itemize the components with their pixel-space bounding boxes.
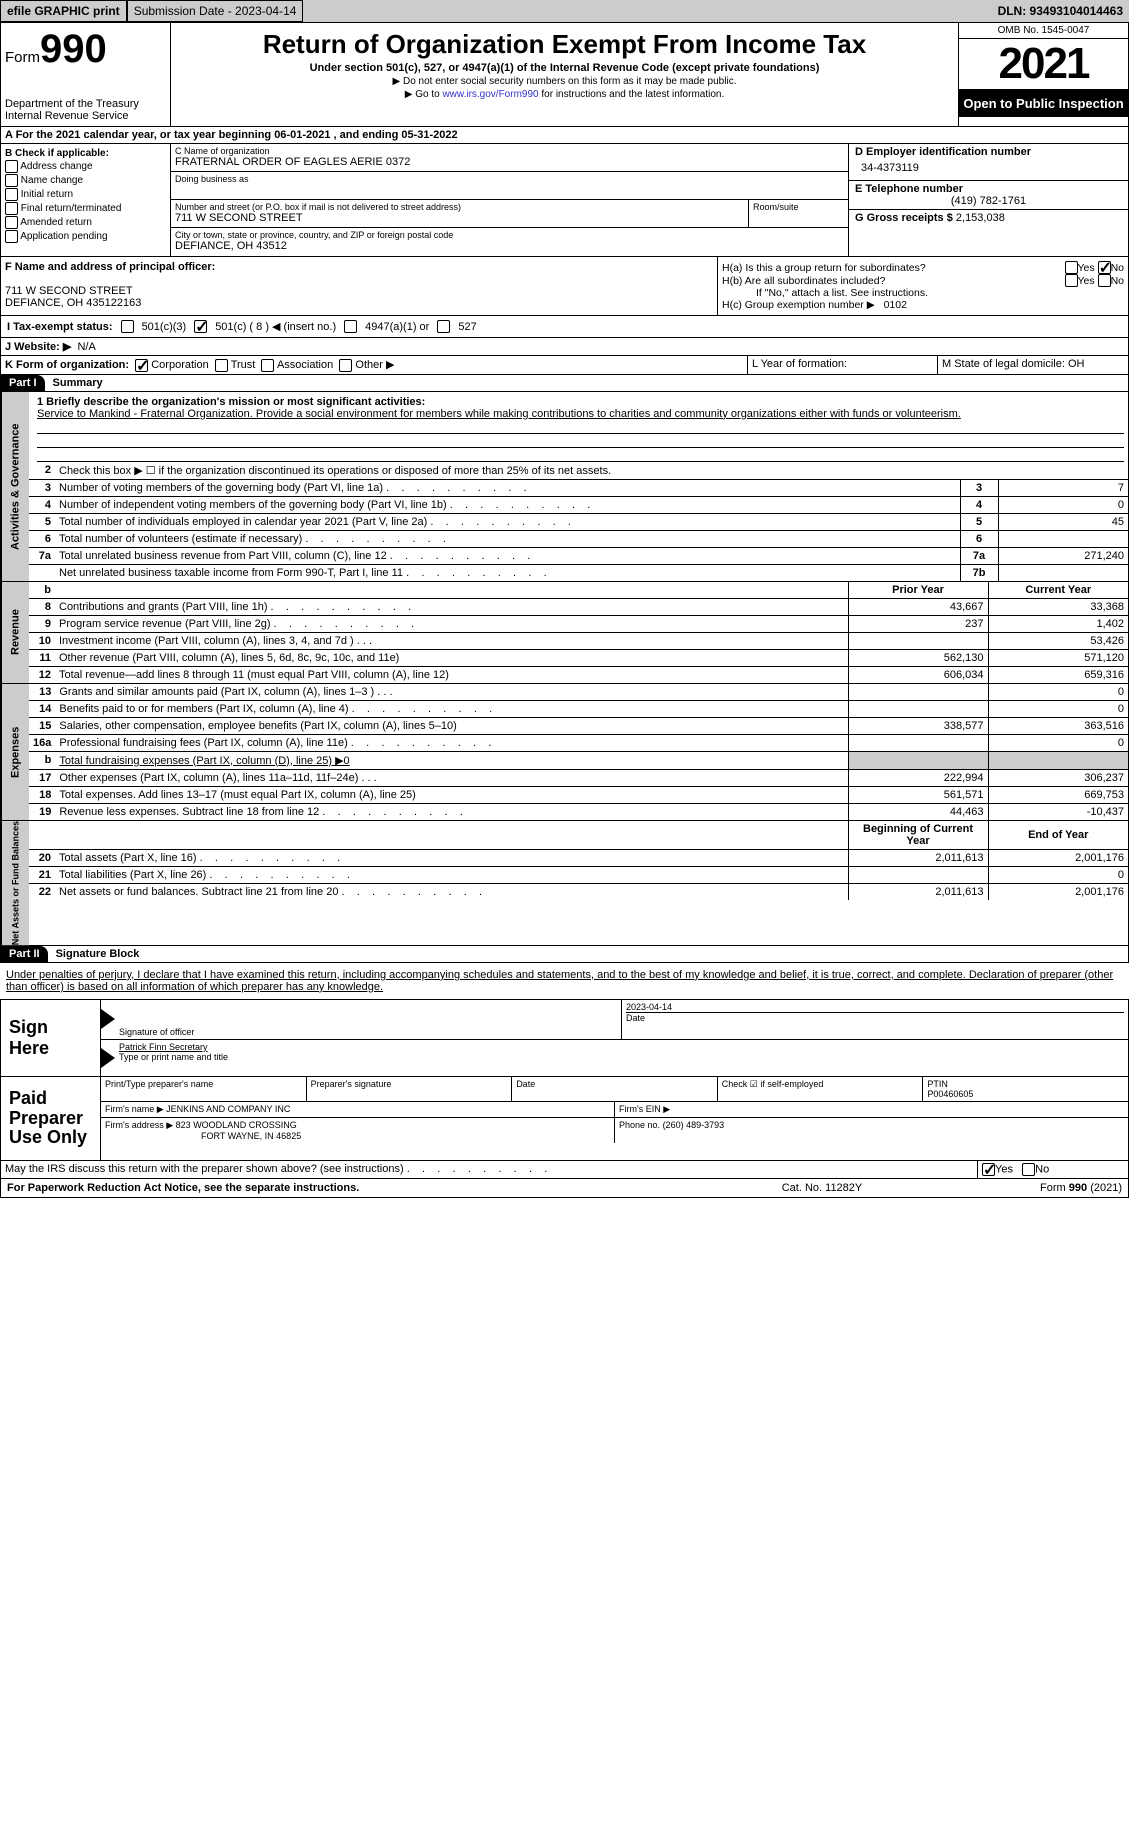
form-of-org-row: K Form of organization: Corporation Trus… [0,356,1129,375]
group-exemption: 0102 [884,299,907,311]
dept-treasury: Department of the Treasury [5,98,166,110]
open-inspection: Open to Public Inspection [959,90,1128,117]
form-number: 990 [40,27,107,71]
irs-label: Internal Revenue Service [5,110,166,122]
officer-section: F Name and address of principal officer:… [0,257,1129,316]
arrow-icon [101,1009,115,1029]
net-assets-section: Net Assets or Fund Balances Beginning of… [0,821,1129,946]
sign-here-block: Sign Here Signature of officer 2023-04-1… [0,1000,1129,1077]
officer-addr1: 711 W SECOND STREET [5,285,713,297]
street: 711 W SECOND STREET [175,212,744,224]
sign-date: 2023-04-14 [626,1002,1124,1012]
entity-section: B Check if applicable: Address change Na… [0,144,1129,257]
ssn-note: ▶ Do not enter social security numbers o… [175,76,954,87]
efile-button[interactable]: efile GRAPHIC print [0,0,127,22]
website-row: J Website: ▶ N/A [0,338,1129,356]
phone: (419) 782-1761 [855,195,1122,207]
dln: DLN: 93493104014463 [992,0,1129,22]
revenue-section: Revenue bPrior YearCurrent Year 8Contrib… [0,582,1129,684]
state-domicile: M State of legal domicile: OH [938,356,1128,374]
declaration: Under penalties of perjury, I declare th… [0,963,1129,1000]
ptin: P00460605 [927,1089,973,1099]
submission-date: Submission Date - 2023-04-14 [127,0,304,22]
line3-val: 7 [998,479,1128,496]
paid-preparer-block: Paid Preparer Use Only Print/Type prepar… [0,1077,1129,1161]
omb-number: OMB No. 1545-0047 [959,23,1128,39]
section-d: D Employer identification number 34-4373… [848,144,1128,256]
gross-receipts: 2,153,038 [956,212,1005,224]
arrow-icon [101,1048,115,1068]
form-header: Form990 Department of the Treasury Inter… [0,22,1129,127]
firm-addr1: 823 WOODLAND CROSSING [176,1120,297,1130]
ein: 34-4373119 [855,158,1122,178]
firm-addr2: FORT WAYNE, IN 46825 [105,1131,301,1141]
tax-year: 2021 [959,39,1128,90]
form-ref: Form 990 (2021) [922,1182,1122,1194]
irs-link[interactable]: www.irs.gov/Form990 [442,89,538,100]
firm-phone: (260) 489-3793 [663,1120,725,1130]
line7b-val [998,564,1128,581]
line4-val: 0 [998,496,1128,513]
discuss-row: May the IRS discuss this return with the… [0,1161,1129,1179]
line7a-val: 271,240 [998,547,1128,564]
city-state-zip: DEFIANCE, OH 43512 [175,240,844,252]
website-val: N/A [77,341,95,353]
officer-name: Patrick Finn Secretary [119,1042,1124,1052]
activities-governance: Activities & Governance 1 Briefly descri… [0,392,1129,582]
form-title: Return of Organization Exempt From Incom… [175,29,954,60]
org-name: FRATERNAL ORDER OF EAGLES AERIE 0372 [175,156,844,168]
expenses-section: Expenses 13Grants and similar amounts pa… [0,684,1129,821]
year-formation: L Year of formation: [748,356,938,374]
firm-name: JENKINS AND COMPANY INC [166,1104,290,1114]
section-c: C Name of organization FRATERNAL ORDER O… [171,144,848,256]
footer: For Paperwork Reduction Act Notice, see … [0,1179,1129,1198]
top-bar: efile GRAPHIC print Submission Date - 20… [0,0,1129,22]
mission-text: Service to Mankind - Fraternal Organizat… [37,408,961,420]
officer-addr2: DEFIANCE, OH 435122163 [5,297,713,309]
line5-val: 45 [998,513,1128,530]
section-b: B Check if applicable: Address change Na… [1,144,171,256]
line6-val [998,530,1128,547]
tax-status-row: I Tax-exempt status: 501(c)(3) 501(c) ( … [0,316,1129,338]
goto-note: ▶ Go to www.irs.gov/Form990 for instruct… [175,89,954,100]
part1-header: Part I Summary [0,375,1129,392]
form-subtitle: Under section 501(c), 527, or 4947(a)(1)… [175,62,954,74]
part2-header: Part II Signature Block [0,946,1129,963]
form-word: Form [5,49,40,66]
line-a: A For the 2021 calendar year, or tax yea… [0,127,1129,144]
